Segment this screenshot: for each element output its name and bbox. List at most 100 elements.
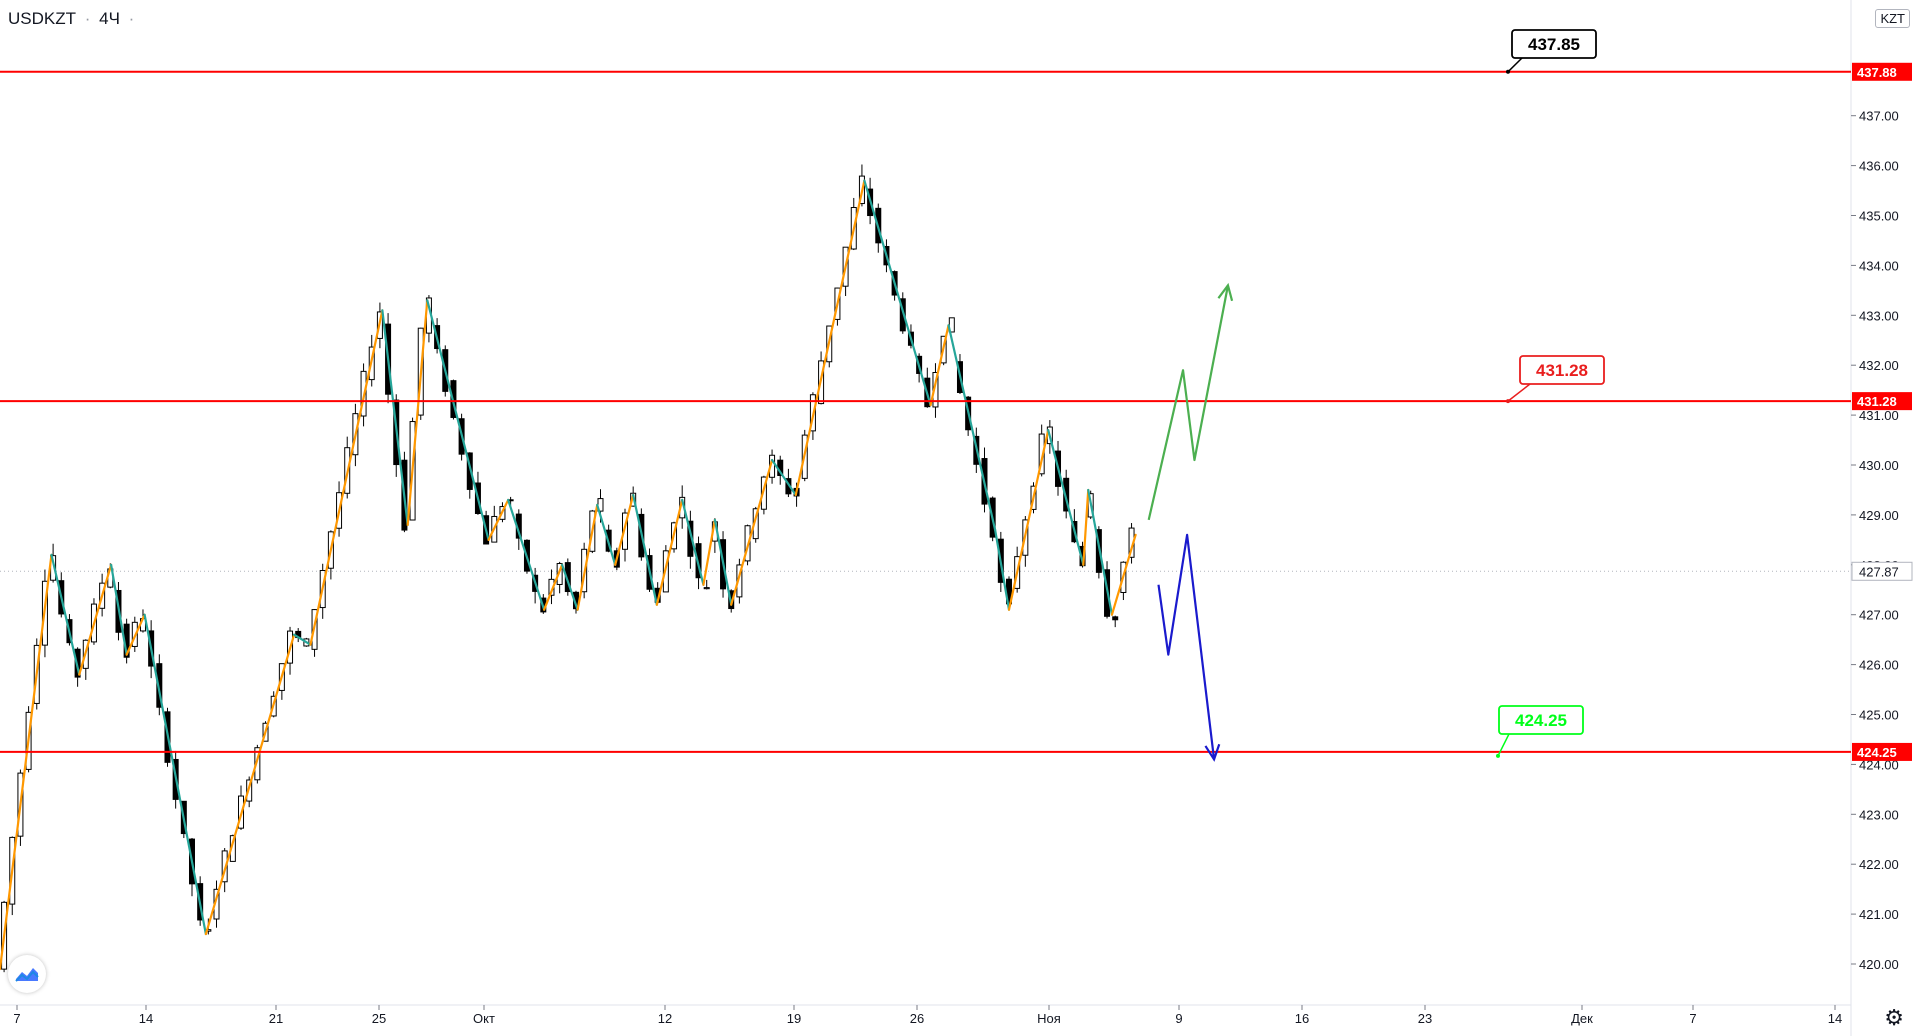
- callout-label: 437.85: [1528, 35, 1580, 54]
- tradingview-logo-icon[interactable]: [8, 955, 46, 993]
- zigzag-segment: [632, 493, 658, 606]
- candle-body: [466, 452, 473, 490]
- candle-body: [254, 747, 261, 781]
- price-axis[interactable]: 420.00 421.00 422.00 423.00 424.00 425.00 426.…: [0, 109, 1913, 972]
- time-tick-label: 26: [910, 1011, 924, 1026]
- time-tick-label: 16: [1295, 1011, 1309, 1026]
- level-axis-badge[interactable]: [1852, 742, 1912, 761]
- zigzag-segment: [702, 518, 716, 586]
- time-tick-label: 14: [1828, 1011, 1842, 1026]
- zigzag-segment: [125, 613, 146, 656]
- price-tick-label: 425.00: [1859, 708, 1899, 723]
- time-tick-label: 25: [372, 1011, 386, 1026]
- zigzag-segment: [730, 458, 774, 606]
- forecast-paths[interactable]: [1147, 282, 1234, 762]
- callout-box[interactable]: [1498, 705, 1584, 735]
- price-tick-label: 437.00: [1859, 109, 1899, 124]
- level-axis-label: 431.28: [1857, 394, 1897, 409]
- horizontal-levels[interactable]: 437.88 431.28 424.25: [0, 62, 1912, 761]
- zigzag-segment: [681, 498, 705, 586]
- zigzag-segment: [1047, 428, 1085, 566]
- callout-pointer: [1497, 733, 1510, 757]
- level-axis-label: 437.88: [1857, 65, 1897, 80]
- price-tick-label: 432.00: [1859, 358, 1899, 373]
- callout-label: 431.28: [1536, 361, 1588, 380]
- zigzag-segment: [770, 458, 797, 497]
- last-price-label: 427.87: [1859, 564, 1899, 579]
- interval-label[interactable]: 4Ч: [99, 9, 120, 28]
- zigzag-segment: [994, 528, 1011, 611]
- candle-body: [703, 587, 710, 590]
- forecast-down-path[interactable]: [1157, 533, 1216, 760]
- price-tick-label: 434.00: [1859, 258, 1899, 273]
- forecast-up-path-arrowhead: [1217, 282, 1234, 302]
- zigzag-segment: [596, 503, 617, 566]
- zigzag-segment: [78, 563, 113, 676]
- callout-pointer: [1507, 57, 1523, 73]
- zigzag-segment: [947, 324, 997, 531]
- price-tick-label: 431.00: [1859, 408, 1899, 423]
- zigzag-segment: [293, 633, 312, 646]
- zigzag-segment: [863, 179, 932, 407]
- zigzag-segment: [655, 498, 684, 606]
- time-tick-label: 14: [139, 1011, 153, 1026]
- time-tick-label: 21: [269, 1011, 283, 1026]
- zigzag-segment: [381, 309, 409, 526]
- candle-body: [1112, 616, 1119, 621]
- level-axis-label: 424.25: [1857, 745, 1897, 760]
- candle-body: [156, 663, 163, 708]
- zigzag-segment: [1007, 428, 1050, 611]
- zigzag-segment: [1087, 488, 1114, 616]
- price-tick-label: 435.00: [1859, 209, 1899, 224]
- zigzag-segment: [204, 633, 296, 936]
- zigzag-segment: [1110, 533, 1137, 616]
- callout-pointer: [1507, 383, 1531, 402]
- time-tick-label: 7: [13, 1011, 20, 1026]
- zigzag-segment: [110, 563, 128, 656]
- gear-icon[interactable]: ⚙: [1884, 1005, 1904, 1030]
- zigzag-segment: [143, 613, 207, 936]
- callout-box[interactable]: [1519, 355, 1605, 385]
- zigzag-segment: [713, 518, 733, 606]
- time-tick-label: 12: [658, 1011, 672, 1026]
- forecast-down-path-arrowhead: [1204, 743, 1221, 762]
- forecast-up-path[interactable]: [1147, 285, 1230, 521]
- time-tick-label: 7: [1689, 1011, 1696, 1026]
- time-axis[interactable]: 7 14 21 25 Окт 12 19 26 Ноя 9 16 23 Дек 7 14: [13, 1005, 1842, 1026]
- price-callouts[interactable]: 437.85 431.28 424.25: [1496, 29, 1605, 758]
- symbol-name[interactable]: USDKZT: [8, 9, 76, 28]
- price-tick-label: 429.00: [1859, 508, 1899, 523]
- time-tick-label: 9: [1175, 1011, 1182, 1026]
- callout-label: 424.25: [1515, 711, 1567, 730]
- zigzag-segment: [1082, 488, 1090, 566]
- price-tick-label: 424.00: [1859, 757, 1899, 772]
- chart-header[interactable]: USDKZT · 4Ч ·: [8, 9, 138, 29]
- price-tick-label: 436.00: [1859, 159, 1899, 174]
- callout-anchor: [1496, 753, 1500, 758]
- last-price-badge[interactable]: [1851, 561, 1913, 581]
- candle-body: [760, 476, 767, 510]
- candle-body: [556, 563, 563, 585]
- header-dot: ·: [128, 9, 135, 28]
- price-tick-label: 430.00: [1859, 458, 1899, 473]
- currency-badge[interactable]: KZT: [1875, 9, 1910, 28]
- time-tick-label: Ноя: [1037, 1011, 1061, 1026]
- callout-box[interactable]: [1511, 29, 1597, 59]
- callout-anchor: [1506, 69, 1510, 74]
- price-tick-label: 433.00: [1859, 308, 1899, 323]
- zigzag-segment: [50, 553, 81, 676]
- zigzag-segment: [576, 503, 599, 611]
- price-tick-label: 421.00: [1859, 907, 1899, 922]
- zigzag-segment: [309, 309, 384, 646]
- candle-body: [622, 512, 629, 550]
- price-tick-label: 426.00: [1859, 658, 1899, 673]
- price-tick-label: 423.00: [1859, 807, 1899, 822]
- zigzag-segment: [406, 299, 429, 526]
- candle-body: [221, 850, 228, 883]
- zigzag-segment: [487, 498, 510, 541]
- zigzag-segment: [560, 563, 579, 611]
- level-axis-badge[interactable]: [1852, 392, 1912, 411]
- level-axis-badge[interactable]: [1852, 62, 1912, 81]
- time-tick-label: Окт: [473, 1011, 495, 1026]
